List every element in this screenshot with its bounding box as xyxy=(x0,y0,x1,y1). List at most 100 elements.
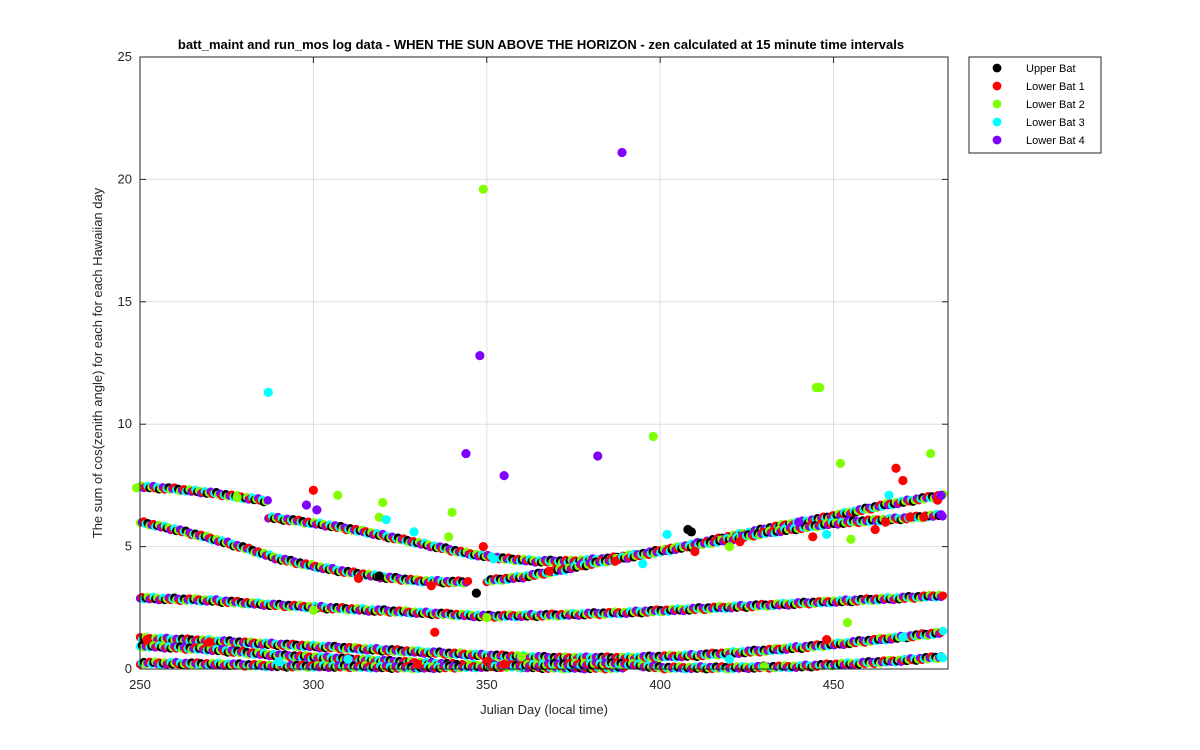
series-point xyxy=(301,500,312,510)
series-point xyxy=(471,588,481,598)
series-point xyxy=(808,532,818,542)
series-point xyxy=(516,652,527,662)
series-point xyxy=(353,573,364,584)
y-tick-label: 20 xyxy=(118,171,132,186)
series-point xyxy=(686,527,696,537)
series-point xyxy=(884,490,894,500)
series-point xyxy=(478,184,488,194)
series-point xyxy=(333,490,343,500)
series-point xyxy=(822,529,832,539)
band-point xyxy=(463,577,473,586)
series-point xyxy=(374,512,384,522)
series-point xyxy=(662,529,672,539)
series-point xyxy=(919,512,929,522)
series-point xyxy=(447,507,457,517)
series-point xyxy=(759,661,769,672)
series-point xyxy=(430,627,440,637)
series-point xyxy=(482,612,492,623)
legend-marker xyxy=(992,117,1002,127)
x-axis-label: Julian Day (local time) xyxy=(480,702,608,717)
series-point xyxy=(381,515,391,525)
series-point xyxy=(936,652,946,662)
series-point xyxy=(617,147,627,158)
legend-label: Lower Bat 1 xyxy=(1026,81,1085,93)
series-point xyxy=(842,617,853,628)
series-point xyxy=(898,632,908,642)
y-axis-label: The sum of cos(zenith angle) for each fo… xyxy=(90,187,105,538)
plot-area xyxy=(140,57,948,669)
series-point xyxy=(638,559,648,569)
series-point xyxy=(794,517,804,527)
series-point xyxy=(308,605,318,615)
series-point xyxy=(898,475,908,486)
band-point xyxy=(938,626,948,636)
series-point xyxy=(724,542,735,552)
series-point xyxy=(343,654,353,664)
series-point xyxy=(735,537,745,547)
plot-frame xyxy=(139,56,949,670)
series-point xyxy=(274,657,284,667)
series-point xyxy=(815,382,825,393)
series-point xyxy=(489,554,499,564)
chart-title: batt_maint and run_mos log data - WHEN T… xyxy=(178,37,904,52)
series-point xyxy=(444,532,454,542)
legend: Upper Bat Lower Bat 1 Lower Bat 2 Lower Bat… xyxy=(968,56,1102,154)
series-point xyxy=(142,635,152,645)
series-point xyxy=(593,451,603,461)
series-point xyxy=(308,485,318,495)
series-point xyxy=(374,571,384,581)
x-tick-label: 300 xyxy=(303,677,325,692)
legend-label: Lower Bat 2 xyxy=(1026,99,1085,111)
series-point xyxy=(880,517,891,527)
series-point xyxy=(412,659,423,669)
legend-box xyxy=(968,56,1102,154)
series-point xyxy=(461,448,471,459)
series-point xyxy=(835,458,846,468)
series-point xyxy=(232,493,242,503)
series-point xyxy=(610,556,620,566)
legend-marker xyxy=(992,135,1002,145)
series-point xyxy=(822,635,832,645)
series-point xyxy=(475,351,485,361)
series-point xyxy=(846,534,856,544)
series-point xyxy=(204,637,214,647)
series-point xyxy=(482,657,492,667)
y-tick-label: 25 xyxy=(118,49,132,64)
series-point xyxy=(499,659,509,669)
legend-label: Lower Bat 3 xyxy=(1026,117,1085,129)
series-point xyxy=(870,524,880,535)
series-point xyxy=(905,512,915,522)
x-tick-label: 400 xyxy=(649,677,671,692)
series-point xyxy=(131,483,142,493)
y-tick-label: 10 xyxy=(118,416,132,431)
series-point xyxy=(936,510,946,520)
y-tick-label: 5 xyxy=(125,539,132,554)
band-point xyxy=(263,496,272,505)
axis-ticks: 250 300 350 400 450 0 5 10 15 20 25 xyxy=(118,49,948,692)
legend-marker xyxy=(992,81,1002,91)
series-point xyxy=(263,387,273,397)
series-point xyxy=(426,581,436,591)
series-point xyxy=(926,448,936,459)
series-point xyxy=(312,505,322,515)
legend-marker xyxy=(992,99,1002,109)
x-tick-label: 450 xyxy=(823,677,845,692)
legend-marker xyxy=(992,63,1002,73)
x-tick-label: 250 xyxy=(129,677,151,692)
x-tick-label: 350 xyxy=(476,677,498,692)
series-point xyxy=(690,546,700,557)
series-point xyxy=(378,497,388,508)
series-point xyxy=(891,463,901,473)
series-point xyxy=(936,490,946,500)
legend-label: Lower Bat 4 xyxy=(1026,135,1085,147)
legend-label: Upper Bat xyxy=(1026,63,1076,75)
y-tick-label: 0 xyxy=(125,661,132,676)
series-point xyxy=(648,431,658,442)
series-point xyxy=(724,654,735,664)
series-point xyxy=(499,471,509,481)
series-point xyxy=(544,566,554,576)
grid-lines xyxy=(140,57,948,669)
y-tick-label: 15 xyxy=(118,294,132,309)
series-point xyxy=(409,527,419,537)
